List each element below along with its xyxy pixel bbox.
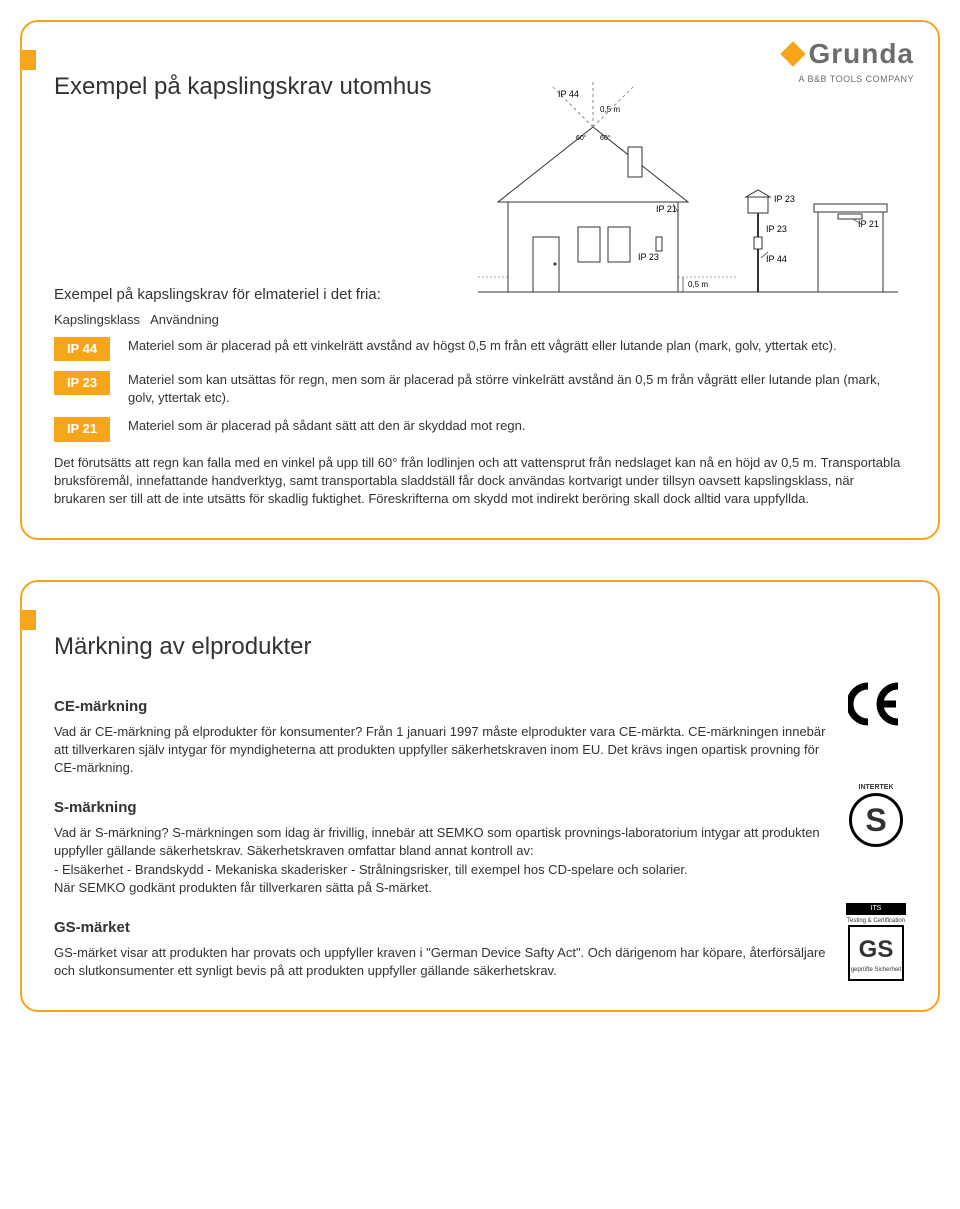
- its-label: ITS: [846, 903, 906, 915]
- ip-desc: Materiel som kan utsättas för regn, men …: [128, 371, 906, 407]
- ip-badge: IP 44: [54, 337, 110, 361]
- label-angle-right: 60°: [600, 134, 611, 142]
- col-left: Kapslingsklass: [54, 312, 140, 327]
- diamond-icon: [781, 41, 806, 66]
- label-ip44-roof: IP 44: [558, 89, 579, 99]
- label-ip23-pole-side: IP 23: [766, 224, 787, 234]
- ip-row: IP 21 Materiel som är placerad på sådant…: [54, 417, 906, 441]
- label-angle-left: 60°: [576, 134, 587, 142]
- ce-heading: CE-märkning: [54, 696, 828, 717]
- s-heading: S-märkning: [54, 797, 828, 818]
- ce-mark-icon: [846, 682, 906, 731]
- title-marker-icon: [20, 50, 36, 70]
- brand-name: Grunda: [808, 34, 914, 73]
- gs-body: GS-märket visar att produkten har provat…: [54, 944, 828, 980]
- label-ip23-wall: IP 23: [638, 252, 659, 262]
- mark-section-ce: CE-märkning Vad är CE-märkning på elprod…: [54, 682, 906, 784]
- s-mark-icon: INTERTEK S: [846, 783, 906, 847]
- gs-heading: GS-märket: [54, 917, 828, 938]
- mark-section-s: S-märkning Vad är S-märkning? S-märkning…: [54, 783, 906, 903]
- label-ip21-shelter: IP 21: [858, 219, 879, 229]
- its-sub: Testing & Certification: [846, 917, 906, 925]
- ip-desc: Materiel som är placerad på sådant sätt …: [128, 417, 906, 435]
- ip-row: IP 23 Materiel som kan utsättas för regn…: [54, 371, 906, 407]
- col-right: Användning: [150, 312, 219, 327]
- label-05m-ground: 0,5 m: [688, 280, 708, 289]
- s-body: Vad är S-märkning? S-märkningen som idag…: [54, 824, 828, 897]
- label-ip23-pole-top: IP 23: [774, 194, 795, 204]
- label-05m-roof: 0,5 m: [600, 105, 620, 114]
- panel1-footnote: Det förutsätts att regn kan falla med en…: [54, 454, 906, 509]
- intertek-label: INTERTEK: [846, 783, 906, 793]
- house-diagram: IP 44 0,5 m 60° 60° IP 21 IP 23 0,5 m IP…: [478, 82, 898, 322]
- mark-section-gs: GS-märket GS-märket visar att produkten …: [54, 903, 906, 986]
- panel-markning: Märkning av elprodukter CE-märkning Vad …: [20, 580, 940, 1012]
- ip-row: IP 44 Materiel som är placerad på ett vi…: [54, 337, 906, 361]
- panel-kapslingskrav: Grunda A B&B TOOLS COMPANY Exempel på ka…: [20, 20, 940, 540]
- panel2-title: Märkning av elprodukter: [54, 630, 906, 664]
- ip-desc: Materiel som är placerad på ett vinkelrä…: [128, 337, 906, 355]
- label-ip44-pole-bottom: IP 44: [766, 254, 787, 264]
- ip-badge: IP 21: [54, 417, 110, 441]
- gs-mark-icon: ITS Testing & Certification GS geprüfte …: [846, 903, 906, 981]
- title-marker-icon: [20, 610, 36, 630]
- ip-badge: IP 23: [54, 371, 110, 395]
- ce-body: Vad är CE-märkning på elprodukter för ko…: [54, 723, 828, 778]
- gs-sub: geprüfte Sicherheit: [851, 967, 901, 973]
